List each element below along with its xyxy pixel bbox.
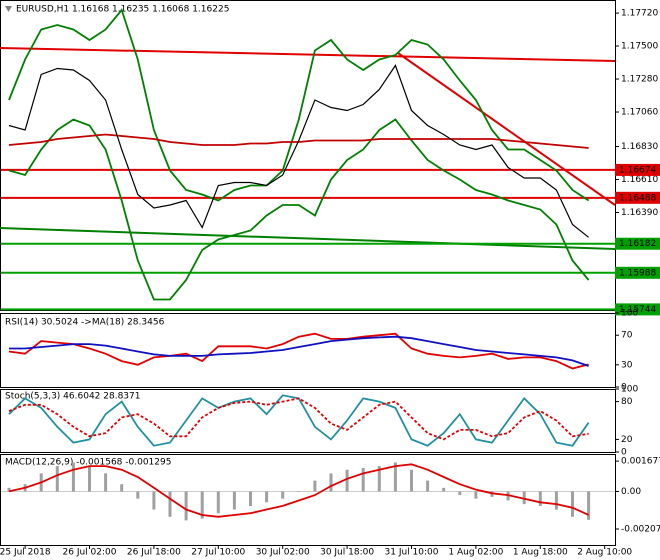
histogram-bar: [442, 487, 446, 492]
level-label: 1.15988: [619, 268, 656, 278]
y-tick-label: 1.17500: [621, 42, 658, 52]
level-label-box: [615, 303, 660, 316]
y-tick-label: 70: [621, 331, 633, 341]
level-label: 1.16674: [619, 165, 656, 175]
rsi-title: RSI(14) 30.5024 ->MA(18) 28.3456: [5, 318, 165, 328]
y-tick-label: 0: [621, 448, 627, 458]
histogram-bar: [216, 491, 220, 514]
histogram-bar: [587, 491, 591, 520]
stoch-title: Stoch(5,3,3) 46.6042 28.8371: [5, 392, 140, 402]
x-tick-label: 30 Jul 18:00: [320, 548, 374, 558]
histogram-bar: [55, 466, 59, 492]
level-label: 1.16182: [619, 239, 656, 249]
y-tick-label: 1.16830: [621, 142, 658, 152]
level-label: 1.16488: [619, 193, 656, 203]
title-icon: [5, 6, 12, 12]
x-tick-label: 31 Jul 10:00: [385, 548, 439, 558]
y-tick-label: 1.17060: [621, 108, 658, 118]
x-tick-label: 30 Jul 02:00: [256, 548, 310, 558]
y-tick-label: 1.17720: [621, 9, 658, 19]
histogram-bar: [200, 491, 204, 519]
histogram-bar: [554, 491, 558, 510]
histogram-bar: [377, 466, 381, 492]
x-tick-label: 25 Jul 2018: [0, 548, 51, 558]
histogram-bar: [393, 462, 397, 492]
histogram-bar: [152, 491, 156, 510]
histogram-bar: [281, 491, 285, 499]
y-tick-label: 0.00: [621, 487, 641, 497]
x-tick-label: 26 Jul 18:00: [127, 548, 181, 558]
x-tick-label: 26 Jul 02:00: [63, 548, 117, 558]
histogram-bar: [265, 491, 269, 503]
series-line: [8, 332, 589, 370]
histogram-bar: [329, 473, 333, 492]
histogram-bar: [410, 469, 413, 492]
macd-title: MACD(12,26,9) -0.001568 -0.001295: [5, 458, 171, 468]
histogram-bar: [474, 491, 478, 499]
y-tick-label: 0.001677: [621, 457, 660, 467]
histogram-bar: [361, 467, 365, 492]
y-tick-label: 1.16390: [621, 208, 658, 218]
histogram-bar: [232, 491, 236, 510]
down-trend-line: [397, 52, 616, 206]
x-tick-label: 2 Aug 10:00: [577, 548, 632, 558]
y-tick-label: 100: [621, 309, 638, 319]
y-tick-label: 30: [621, 360, 633, 370]
y-tick-label: -0.002076: [621, 525, 660, 535]
histogram-bar: [458, 491, 462, 496]
histogram-bar: [313, 480, 317, 492]
histogram-bar: [168, 491, 172, 517]
series-line: [8, 133, 589, 149]
histogram-bar: [249, 491, 252, 506]
rsi-panel: [0, 313, 616, 388]
histogram-bar: [571, 491, 574, 517]
level-label-box: [615, 266, 660, 279]
stoch-panel: [0, 389, 616, 453]
level-label: 1.15744: [619, 305, 656, 315]
series-line: [8, 118, 590, 301]
histogram-bar: [184, 491, 188, 521]
histogram-bar: [104, 473, 108, 492]
y-tick-label: 80: [621, 397, 633, 407]
series-line: [8, 397, 589, 441]
macd-panel: [0, 454, 616, 546]
histogram-bar: [71, 462, 75, 492]
histogram-bar: [88, 466, 91, 492]
x-tick-label: 1 Aug 18:00: [513, 548, 568, 558]
y-tick-label: 1.16610: [621, 175, 658, 185]
level-label-box: [615, 163, 660, 176]
series-line: [8, 463, 589, 518]
histogram-bar: [297, 491, 301, 492]
main-panel: [0, 0, 616, 311]
level-label-box: [615, 237, 660, 250]
histogram-bar: [136, 491, 140, 499]
main-title: EURUSD,H1 1.16168 1.16235 1.16068 1.1622…: [16, 5, 229, 15]
x-tick-label: 1 Aug 02:00: [448, 548, 503, 558]
histogram-bar: [538, 491, 542, 506]
y-tick-label: 1.17280: [621, 75, 658, 85]
y-tick-label: 0: [621, 383, 627, 393]
y-tick-label: 20: [621, 435, 633, 445]
support-trend-line: [0, 227, 616, 250]
series-line: [8, 8, 590, 202]
series-line: [8, 64, 589, 238]
resistance-line: [0, 47, 616, 62]
histogram-bar: [426, 480, 430, 492]
x-tick-label: 27 Jul 10:00: [191, 548, 245, 558]
histogram-bar: [7, 487, 11, 492]
y-tick-label: 100: [621, 385, 638, 395]
level-label-box: [615, 191, 660, 204]
histogram-bar: [345, 469, 349, 492]
series-line: [9, 335, 589, 367]
histogram-bar: [120, 484, 124, 492]
